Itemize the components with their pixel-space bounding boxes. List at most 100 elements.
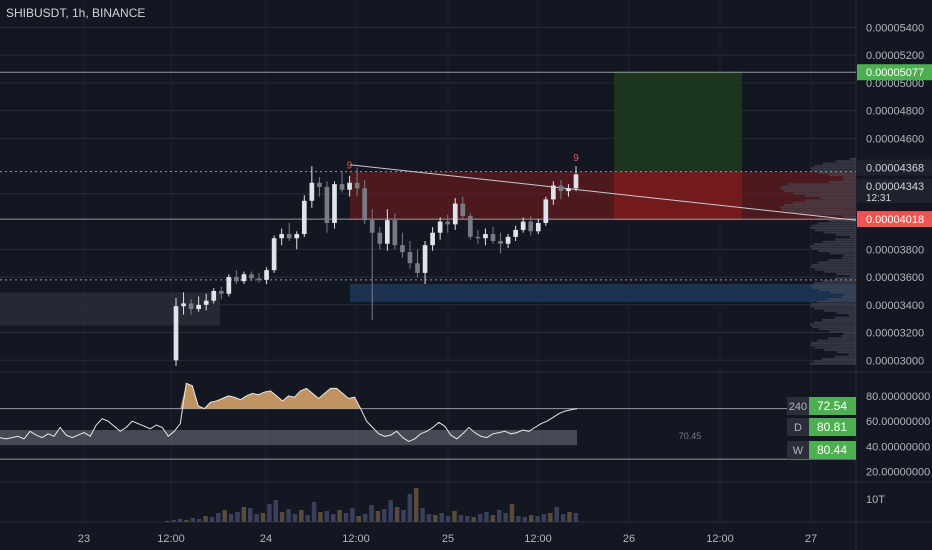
- volume-bar: [401, 510, 406, 522]
- volume-bar: [490, 515, 496, 522]
- price-tick-label: 0.00003400: [866, 300, 924, 312]
- candle-body: [369, 220, 375, 233]
- volume-bar: [273, 500, 279, 522]
- candle-body: [271, 238, 277, 271]
- volume-bar: [407, 494, 413, 522]
- volume-bar: [279, 512, 285, 522]
- volume-bar: [318, 512, 323, 522]
- volume-profile-bar: [834, 277, 856, 280]
- volume-profile-bar: [813, 360, 856, 363]
- indicator-value-text: 72.54: [817, 399, 847, 413]
- candle-body: [407, 252, 413, 264]
- candle-body: [234, 277, 239, 282]
- price-tick-label: 0.00005000: [866, 78, 924, 90]
- volume-profile-bar: [799, 213, 856, 216]
- td-count-marker: 9: [573, 153, 579, 164]
- indicator-tf-label: D: [794, 422, 802, 434]
- volume-bar: [375, 511, 381, 522]
- volume-bar: [203, 516, 208, 522]
- volume-bar: [267, 504, 272, 522]
- upper-price-badge: 0.00004368: [866, 163, 924, 175]
- time-tick-label: 24: [260, 533, 272, 545]
- volume-bar: [241, 507, 247, 522]
- volume-profile-bar: [811, 302, 856, 305]
- volume-profile-bar: [822, 240, 856, 243]
- volume-bar: [567, 512, 572, 522]
- symbol-title[interactable]: SHIBUSDT, 1h, BINANCE: [6, 6, 146, 20]
- indicator-tf-label: 240: [789, 401, 807, 413]
- volume-profile-bar: [849, 275, 856, 278]
- shadow-zone: [0, 292, 220, 326]
- price-tick-label: 0.00003600: [866, 272, 924, 284]
- candle-body: [324, 186, 330, 223]
- candle-body: [422, 245, 428, 273]
- candle-body: [264, 270, 269, 280]
- time-tick-label: 27: [805, 533, 817, 545]
- volume-bar: [439, 513, 445, 522]
- volume-profile-bar: [834, 355, 856, 358]
- volume-profile-bar: [817, 261, 856, 264]
- volume-profile-bar: [805, 199, 856, 202]
- volume-profile-bar: [814, 229, 856, 232]
- candles[interactable]: [173, 166, 579, 366]
- time-tick-label: 12:00: [524, 533, 552, 545]
- volume-bar: [554, 507, 559, 522]
- volume-bar: [356, 516, 362, 522]
- candle-body: [188, 303, 194, 309]
- price-tick-label: 0.00003800: [866, 244, 924, 256]
- volume-profile-bar: [842, 176, 856, 179]
- candle-body: [566, 188, 571, 192]
- volume-bar: [196, 519, 202, 522]
- stop-price-badge: 0.00004018: [866, 214, 924, 226]
- candle-body: [573, 174, 579, 189]
- indicator-tick-label: 20.00000000: [866, 467, 930, 479]
- candle-body: [437, 221, 443, 233]
- candle-body: [377, 232, 383, 244]
- volume-bar: [420, 508, 425, 522]
- volume-bar: [228, 514, 234, 522]
- volume-profile-bar: [827, 337, 856, 340]
- indicator-value-badge: [809, 441, 856, 459]
- candle-body: [181, 303, 186, 307]
- candle-body: [415, 263, 420, 273]
- indicator-panel[interactable]: 70.45: [0, 371, 932, 460]
- candle-body: [218, 290, 224, 294]
- volume-profile-bar: [811, 263, 856, 266]
- candle-body: [452, 203, 458, 225]
- volume-profile-bar: [836, 273, 856, 275]
- volume-profile-bar: [841, 256, 856, 259]
- volume-bar: [560, 514, 566, 522]
- price-tick-label: 0.00005200: [866, 50, 924, 62]
- time-tick-label: 23: [78, 533, 90, 545]
- volume-profile-bar: [810, 323, 856, 326]
- volume-bar: [305, 515, 310, 522]
- candle-body: [460, 203, 466, 217]
- candle-body: [551, 185, 556, 200]
- candle-body: [558, 185, 564, 192]
- candle-body: [317, 182, 322, 187]
- volume-profile-bar: [818, 250, 856, 252]
- candle-body: [490, 234, 496, 242]
- volume-profile-bar: [793, 192, 856, 195]
- volume-profile-bar: [810, 305, 856, 308]
- volume-profile-bar: [841, 296, 856, 298]
- volume-profile-bar: [843, 215, 856, 218]
- time-axis[interactable]: 23 12:00 24 12:00 25 12:00 26 12:00 27: [78, 533, 817, 545]
- candle-body: [543, 199, 549, 223]
- volume-profile-bar: [836, 351, 856, 354]
- volume-profile-bar: [829, 174, 856, 177]
- volume-profile-bar: [824, 348, 856, 351]
- candle-body: [362, 188, 368, 221]
- volume-profile-bar: [823, 270, 856, 273]
- volume-profile-bar: [814, 307, 856, 310]
- candle-body: [226, 277, 232, 294]
- volume-bar: [248, 508, 253, 522]
- volume-profile-bar: [822, 358, 856, 361]
- candle-body: [505, 236, 511, 244]
- trend-line: [349, 164, 857, 221]
- volume-profile-bar: [842, 178, 856, 181]
- volume-bar: [222, 510, 227, 522]
- volume-bar: [541, 514, 547, 522]
- volume-profile-bar: [835, 160, 856, 163]
